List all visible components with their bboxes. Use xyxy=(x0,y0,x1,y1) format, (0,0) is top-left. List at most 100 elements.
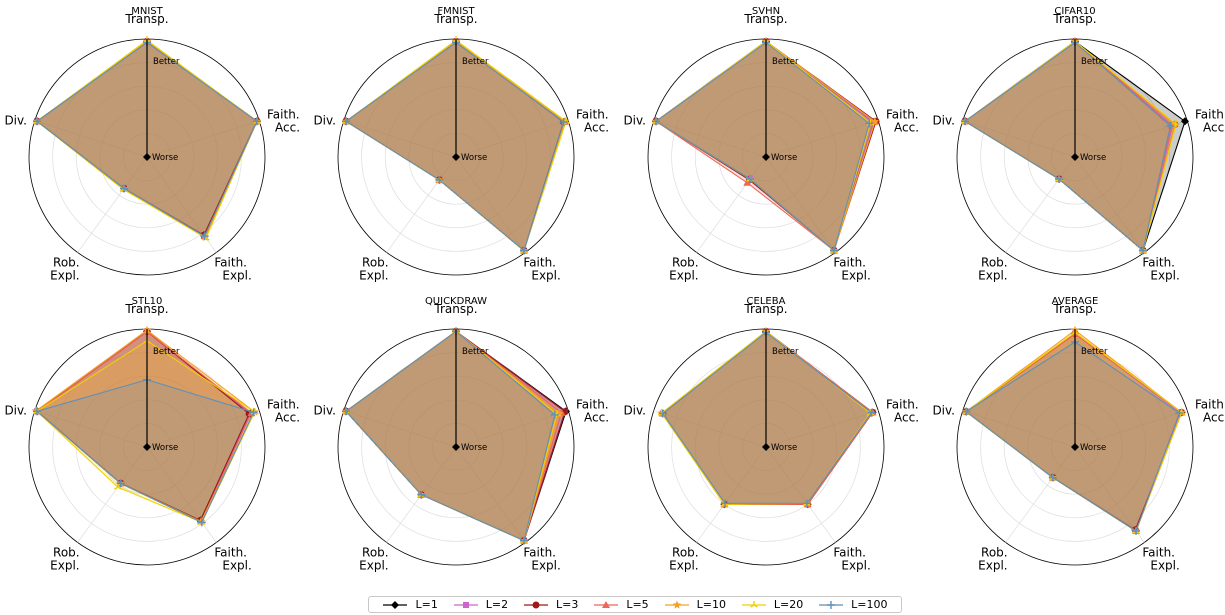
axis-label: Faith.Acc. xyxy=(886,108,919,135)
series-outline xyxy=(964,41,1172,252)
axis-spoke xyxy=(1005,156,1076,253)
axis-label: Faith. Expl. xyxy=(833,545,870,572)
axis-spoke xyxy=(77,446,148,543)
axis-label: Transp. xyxy=(433,12,477,26)
series-fill xyxy=(966,333,1181,531)
series-fill xyxy=(965,41,1175,251)
panel-title: STL10 xyxy=(132,296,163,307)
axis-spoke xyxy=(1074,446,1145,543)
better-label: Better xyxy=(153,57,180,67)
series-marker xyxy=(435,175,444,184)
series-fill xyxy=(346,41,564,251)
axis-label: Faith. Expl. xyxy=(1142,255,1179,282)
series-marker xyxy=(865,119,874,128)
radar-panel: CELEBA Better Worse Transp. Faith. Acc. Faith.… xyxy=(623,296,919,572)
center-marker xyxy=(762,153,770,161)
series-marker xyxy=(417,490,426,499)
center-marker xyxy=(452,443,460,451)
axis-spoke xyxy=(653,410,767,448)
axis-label: Faith. Expl. xyxy=(1142,545,1179,572)
series-outline xyxy=(965,341,1181,532)
series-outline xyxy=(35,379,255,524)
series-fill xyxy=(346,331,557,541)
legend-item: L=20 xyxy=(741,598,803,611)
better-label: Better xyxy=(772,57,799,67)
series-marker xyxy=(721,499,730,508)
axis-label: Div. xyxy=(4,114,27,128)
series-fill xyxy=(346,41,564,251)
axis-label: Rob. Expl. xyxy=(669,545,698,572)
legend-swatch xyxy=(594,600,619,608)
legend-marker xyxy=(672,600,681,609)
worse-label: Worse xyxy=(461,443,487,453)
better-label: Better xyxy=(153,347,180,357)
series-marker xyxy=(519,536,528,545)
radar-panel: CIFAR10 Better Worse Transp. Faith.Acc. Faith… xyxy=(932,6,1225,282)
series-fill xyxy=(346,42,564,251)
series-marker xyxy=(519,246,528,255)
axis-spoke xyxy=(386,156,457,253)
series-fill xyxy=(966,342,1180,531)
axis-label: Transp. xyxy=(124,12,168,26)
axis-label: Faith.Acc. xyxy=(267,108,300,135)
series-outline xyxy=(655,41,870,252)
series-marker xyxy=(1138,246,1147,255)
axis-spoke xyxy=(455,156,526,253)
center-marker xyxy=(143,153,151,161)
axis-label: Div. xyxy=(623,114,646,128)
series-marker xyxy=(658,409,667,418)
better-label: Better xyxy=(1081,347,1108,357)
legend-label: L=100 xyxy=(851,598,888,611)
series-outline xyxy=(345,41,565,252)
axis-label: Transp. xyxy=(1052,302,1096,316)
axis-label: Faith.Acc. xyxy=(1195,108,1225,135)
series-fill xyxy=(346,331,555,541)
series-marker xyxy=(962,407,971,416)
series-fill xyxy=(37,340,255,523)
axis-label: Transp. xyxy=(433,302,477,316)
axis-spoke xyxy=(962,120,1076,158)
series-marker xyxy=(197,518,206,527)
legend-swatch xyxy=(524,601,549,608)
series-outline xyxy=(36,41,258,237)
better-label: Better xyxy=(462,57,489,67)
axis-spoke xyxy=(343,410,457,448)
series-fill xyxy=(346,331,562,541)
series-marker xyxy=(252,117,261,126)
series-marker xyxy=(1048,473,1057,482)
axis-label: Transp. xyxy=(1052,12,1096,26)
radar-panel: AVERAGE Better Worse Transp. Faith.Acc. Faith… xyxy=(932,296,1225,572)
series-marker xyxy=(870,117,880,126)
axis-spoke xyxy=(1005,446,1076,543)
legend-label: L=5 xyxy=(626,598,649,611)
series-marker xyxy=(1055,174,1064,183)
series-marker xyxy=(1180,117,1189,126)
legend-marker xyxy=(532,601,540,608)
series-marker xyxy=(342,117,351,126)
series-marker xyxy=(961,117,970,126)
series-fill xyxy=(656,41,871,251)
axis-label: Rob. Expl. xyxy=(359,545,388,572)
axis-label: Div. xyxy=(932,404,955,418)
series-fill xyxy=(37,331,251,522)
radar-panel: STL10 Better Worse Transp. Faith. Acc. Faith. E… xyxy=(4,296,300,572)
series-marker xyxy=(550,410,559,419)
axis-spoke xyxy=(696,446,767,543)
series-fill xyxy=(965,42,1171,251)
axis-label: Faith. Expl. xyxy=(214,545,251,572)
series-marker xyxy=(1166,122,1175,131)
radar-chart-grid: MNIST Better Worse Transp. Faith. Acc. Faith. E… xyxy=(4,6,1225,572)
axis-label: Faith.Acc. xyxy=(267,398,300,425)
axis-label: Rob. Expl. xyxy=(50,255,79,282)
series-outline xyxy=(36,340,256,524)
legend-item: L=2 xyxy=(453,598,508,611)
worse-label: Worse xyxy=(771,153,797,163)
series-fill xyxy=(966,330,1182,531)
panel-title: CELEBA xyxy=(747,296,786,307)
axis-spoke xyxy=(455,410,569,448)
panel-title: CIFAR10 xyxy=(1054,6,1095,17)
series-fill xyxy=(346,331,560,541)
axis-label: Faith.Acc. xyxy=(576,108,609,135)
series-fill xyxy=(662,331,873,505)
axis-spoke xyxy=(146,120,260,158)
